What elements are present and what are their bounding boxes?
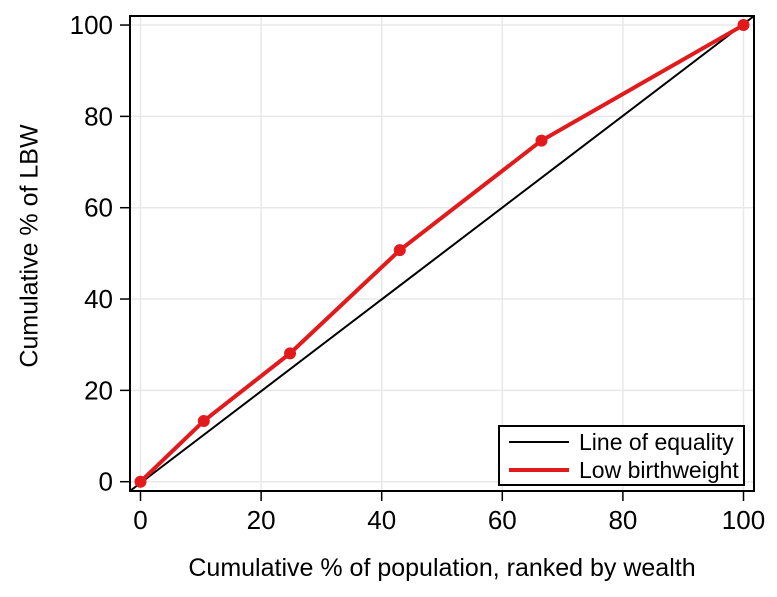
x-tick-label: 60	[488, 505, 517, 535]
x-tick-label: 0	[133, 505, 147, 535]
equality-line-swatch	[509, 440, 569, 443]
x-tick-label: 80	[608, 505, 637, 535]
legend-item-low-birthweight: Low birthweight	[509, 458, 743, 482]
y-tick-label: 60	[84, 193, 113, 223]
data-point-marker	[535, 134, 548, 147]
data-point-marker	[197, 414, 210, 427]
legend-label: Line of equality	[579, 428, 734, 455]
x-tick-label: 40	[367, 505, 396, 535]
data-point-marker	[737, 19, 750, 32]
low-birthweight-line-swatch	[509, 467, 569, 472]
plot-border	[129, 15, 755, 492]
y-tick-label: 40	[84, 284, 113, 314]
data-point-marker	[134, 475, 147, 488]
equality-line	[129, 15, 755, 492]
x-tick-label: 20	[247, 505, 276, 535]
y-tick-label: 80	[84, 101, 113, 131]
y-axis-label: Cumulative % of LBW	[15, 124, 44, 368]
data-point-marker	[284, 347, 297, 360]
data-point-marker	[393, 244, 406, 257]
legend-label: Low birthweight	[579, 456, 739, 483]
y-tick-label: 20	[84, 375, 113, 405]
x-tick-label: 100	[722, 505, 765, 535]
legend: Line of equality Low birthweight	[498, 425, 745, 486]
y-tick-label: 100	[70, 10, 113, 40]
x-axis-label: Cumulative % of population, ranked by we…	[188, 554, 696, 582]
low-birthweight-curve	[138, 23, 746, 484]
legend-item-line-of-equality: Line of equality	[509, 430, 743, 454]
y-tick-label: 0	[99, 467, 113, 497]
